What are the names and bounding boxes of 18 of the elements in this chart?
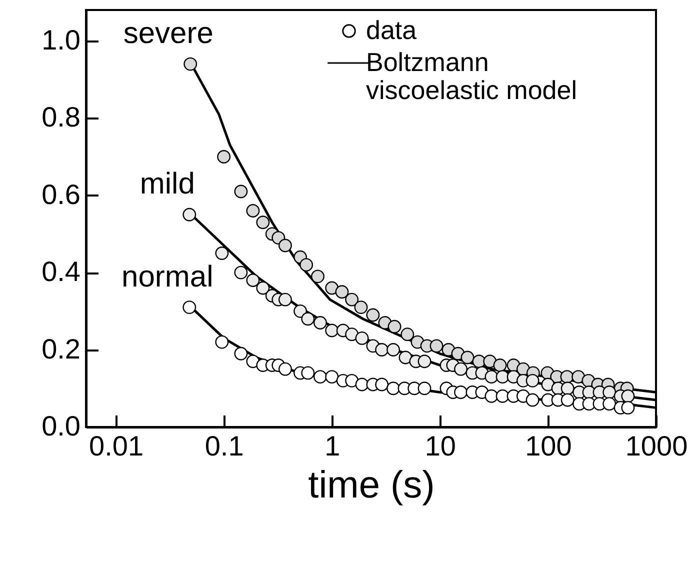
y-tick-label: 0.6 (42, 178, 80, 210)
x-tick-label: 10 (424, 430, 456, 462)
annotation: normal (122, 260, 214, 294)
x-tick-label: 1 (324, 430, 340, 462)
y-tick-label: 0.2 (42, 333, 80, 364)
annotation: severe (123, 17, 214, 50)
y-tick-label: 1.0 (42, 24, 80, 56)
annotation: mild (140, 168, 195, 201)
x-axis-title: time (s) (308, 464, 435, 506)
legend-label: data (366, 15, 418, 45)
x-tick-label: 0.1 (204, 430, 244, 462)
y-tick-label: 0.0 (42, 410, 80, 442)
legend-label: Boltzmann viscoelastic model (366, 47, 577, 105)
x-tick-label: 0.01 (89, 430, 144, 462)
y-tick-label: 0.4 (42, 256, 80, 288)
y-tick-label: 0.8 (42, 102, 80, 133)
x-tick-label: 1000 (625, 430, 688, 462)
x-tick-label: 100 (525, 430, 572, 462)
